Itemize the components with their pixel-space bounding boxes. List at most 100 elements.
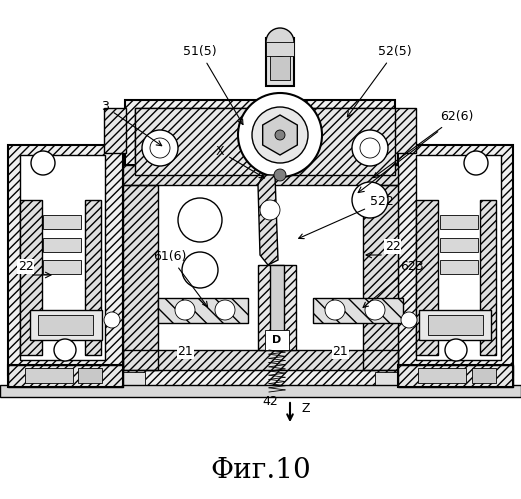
Text: 21: 21 — [332, 345, 348, 358]
Text: 22: 22 — [385, 240, 401, 253]
Bar — [418, 368, 466, 383]
Circle shape — [275, 130, 285, 140]
Bar — [398, 365, 513, 387]
Bar — [20, 200, 42, 355]
Bar — [104, 108, 126, 153]
Bar — [258, 265, 296, 350]
Bar — [123, 165, 398, 185]
Text: 623: 623 — [363, 260, 424, 307]
Bar — [20, 200, 42, 355]
Text: 51(5): 51(5) — [183, 45, 243, 125]
Bar — [158, 298, 248, 323]
Circle shape — [401, 312, 417, 328]
Circle shape — [54, 339, 76, 361]
Bar — [43, 215, 81, 229]
Bar — [416, 200, 438, 355]
Bar — [85, 200, 101, 355]
Bar — [313, 298, 403, 323]
Bar — [123, 350, 398, 370]
Polygon shape — [263, 115, 297, 155]
Circle shape — [352, 130, 388, 166]
Circle shape — [274, 169, 286, 181]
Bar — [258, 265, 296, 350]
Bar — [363, 185, 398, 370]
Bar — [313, 298, 403, 323]
Bar — [363, 185, 398, 370]
Bar — [123, 185, 158, 370]
Bar — [8, 365, 123, 387]
Bar — [394, 108, 416, 153]
Bar — [416, 155, 501, 360]
Bar — [419, 310, 491, 340]
Circle shape — [31, 151, 55, 175]
Bar — [10, 368, 510, 390]
Polygon shape — [135, 108, 280, 175]
Bar — [20, 155, 105, 360]
Text: Z: Z — [302, 402, 311, 415]
Bar — [440, 238, 478, 252]
Text: 52(5): 52(5) — [348, 45, 412, 117]
Circle shape — [150, 138, 170, 158]
Bar — [123, 350, 398, 370]
Text: 62(6): 62(6) — [373, 110, 474, 178]
Bar — [416, 200, 438, 355]
Circle shape — [104, 312, 120, 328]
Circle shape — [325, 300, 345, 320]
Bar — [375, 372, 495, 386]
Bar — [43, 260, 81, 274]
Circle shape — [266, 28, 294, 56]
Text: X: X — [216, 145, 265, 178]
Circle shape — [445, 339, 467, 361]
Bar — [8, 365, 123, 387]
Bar — [270, 265, 284, 350]
Bar — [8, 145, 123, 375]
Bar — [428, 315, 483, 335]
Polygon shape — [258, 175, 278, 265]
Bar — [135, 108, 385, 163]
Circle shape — [252, 107, 308, 163]
Bar — [43, 238, 81, 252]
Circle shape — [464, 151, 488, 175]
Circle shape — [175, 300, 195, 320]
Bar — [265, 330, 289, 350]
Bar — [78, 368, 102, 383]
Text: 42: 42 — [262, 395, 278, 408]
Bar — [440, 215, 478, 229]
Circle shape — [352, 182, 388, 218]
Circle shape — [142, 130, 178, 166]
Bar — [25, 368, 73, 383]
Bar — [266, 42, 294, 56]
Bar — [30, 310, 102, 340]
Circle shape — [260, 200, 280, 220]
Bar — [0, 385, 521, 397]
Bar — [123, 185, 158, 370]
Circle shape — [215, 300, 235, 320]
Bar — [398, 145, 513, 375]
Text: Фиг.10: Фиг.10 — [210, 457, 312, 484]
Bar — [270, 42, 290, 80]
Bar — [125, 100, 395, 175]
Circle shape — [360, 138, 380, 158]
Bar — [8, 145, 123, 375]
Bar — [266, 38, 294, 86]
Text: 522: 522 — [299, 195, 394, 239]
Bar — [480, 200, 496, 355]
Bar — [125, 100, 395, 175]
Text: 3: 3 — [101, 100, 162, 146]
Bar — [123, 165, 398, 185]
Circle shape — [182, 252, 218, 288]
Bar — [38, 315, 93, 335]
Bar — [480, 200, 496, 355]
Text: D: D — [272, 335, 282, 345]
Circle shape — [365, 300, 385, 320]
Bar — [25, 372, 145, 386]
Polygon shape — [280, 108, 395, 175]
Text: 61(6): 61(6) — [153, 250, 207, 307]
Bar — [158, 298, 248, 323]
Text: 21: 21 — [177, 345, 193, 358]
Bar — [398, 365, 513, 387]
Circle shape — [178, 198, 222, 242]
Bar — [472, 368, 496, 383]
Bar — [440, 260, 478, 274]
Bar — [398, 145, 513, 375]
